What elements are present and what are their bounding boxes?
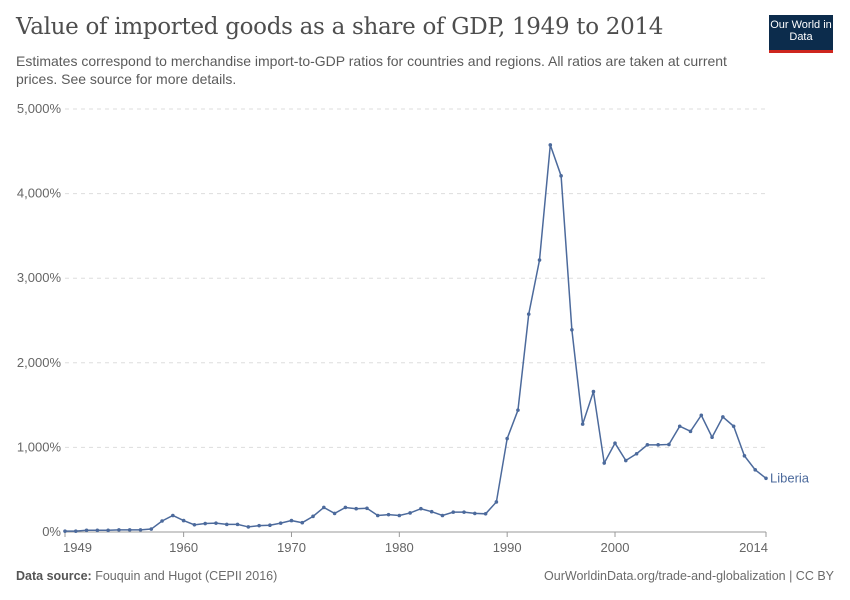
y-tick-label: 1,000% [17,439,62,454]
data-point [386,512,391,517]
data-source: Data source: Fouquin and Hugot (CEPII 20… [16,569,277,583]
data-point [656,443,660,447]
data-point [84,528,89,533]
data-point [731,424,736,429]
chart-title: Value of imported goods as a share of GD… [16,14,664,40]
x-tick-label: 1960 [169,540,198,555]
data-point [365,506,369,511]
data-point [171,513,175,518]
data-point [278,521,283,525]
data-point [742,454,747,458]
data-point [95,528,100,533]
data-point [73,529,78,533]
data-point [138,528,143,532]
data-point [149,527,154,531]
data-point [494,500,499,504]
data-point [645,443,650,447]
data-point [764,476,768,481]
x-tick-label: 1990 [493,540,522,555]
data-point [408,511,412,515]
data-point [268,523,272,528]
data-point [570,328,574,332]
data-point [440,513,445,518]
x-tick-label: 2014 [739,540,768,555]
data-point [203,521,207,526]
data-point [699,413,704,418]
data-point [300,520,305,525]
data-point [688,429,693,434]
y-tick-label: 4,000% [17,186,62,201]
x-tick-label: 1970 [277,540,306,555]
data-point [451,510,456,514]
data-point [753,468,758,472]
data-point [721,415,725,419]
data-point [106,528,110,533]
data-point [516,408,520,412]
data-point [677,424,682,429]
data-point [311,514,315,519]
data-point [634,451,639,456]
data-point [214,521,218,525]
y-tick-label: 3,000% [17,270,62,285]
data-point [473,511,477,516]
data-point [548,143,553,147]
footer-link[interactable]: OurWorldinData.org/trade-and-globalizati… [544,569,834,583]
y-tick-label: 2,000% [17,355,62,370]
data-point [505,436,509,441]
data-point [483,512,488,516]
data-point [397,513,402,518]
data-point [580,422,585,426]
logo-text: Our World in Data [770,19,832,43]
data-point [181,518,186,523]
data-point [591,389,596,394]
x-tick-label: 1949 [63,540,92,555]
data-point [127,528,132,532]
data-point [224,522,229,527]
data-point [526,312,531,316]
data-point [375,513,380,518]
data-point [192,523,197,527]
data-point [322,505,326,510]
data-point [235,522,240,527]
series-line [65,144,767,532]
chart-subtitle: Estimates correspond to merchandise impo… [16,53,727,87]
y-tick-label: 5,000% [17,101,62,116]
data-point [419,506,423,511]
data-point [667,442,671,447]
data-point [429,509,434,514]
data-point [462,510,466,514]
data-point [289,518,294,523]
x-tick-label: 1980 [385,540,414,555]
source-text: Fouquin and Hugot (CEPII 2016) [95,569,278,583]
data-point [63,529,67,533]
data-point [602,461,607,465]
data-point [624,458,628,463]
data-point [354,506,358,511]
data-point [613,441,617,445]
y-tick-label: 0% [42,524,61,539]
source-label: Data source: [16,569,92,583]
data-point [710,435,714,440]
data-point [246,525,251,529]
owid-logo[interactable]: Our World in Data [769,15,833,53]
data-point [343,505,348,510]
data-point [257,523,261,528]
data-point [559,174,563,178]
data-point [332,511,337,516]
x-tick-label: 2000 [601,540,630,555]
data-point [160,519,164,523]
data-point [117,528,121,532]
series-label: Liberia [770,470,810,485]
data-point [537,258,542,262]
